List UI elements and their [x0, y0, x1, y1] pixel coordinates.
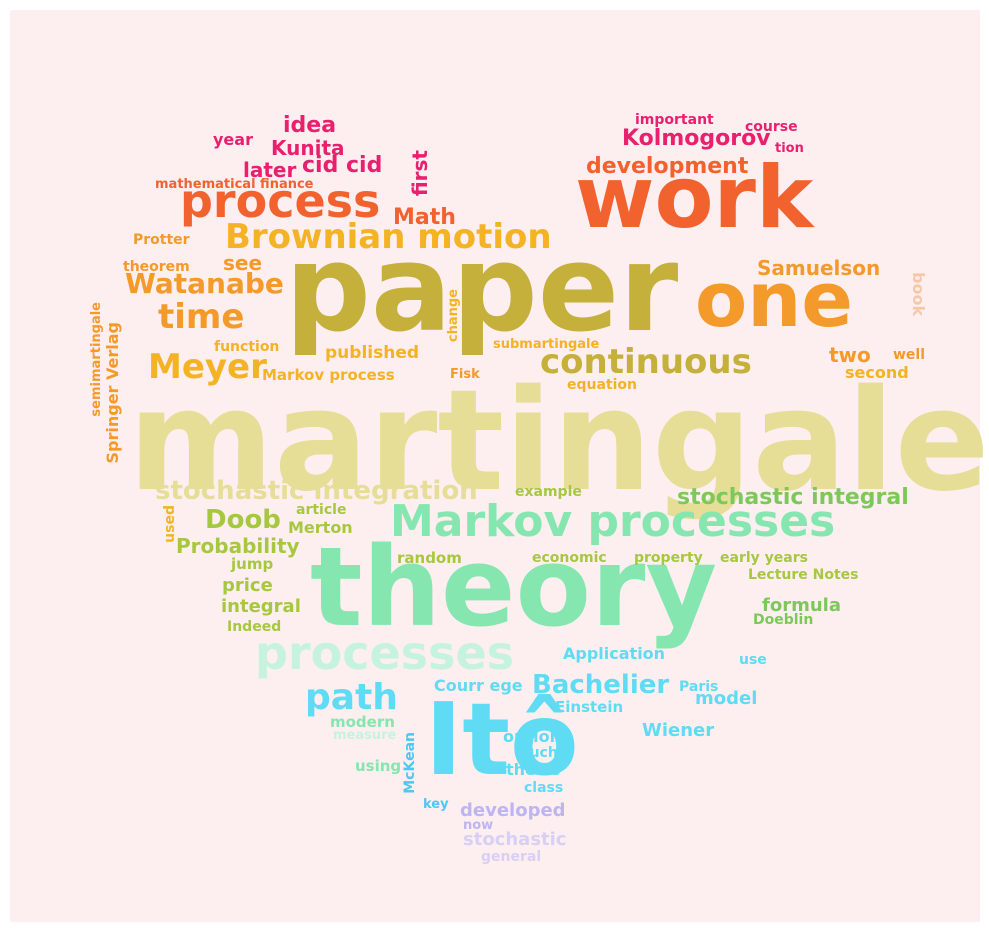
cloud-word-semimartingale: semimartingale — [89, 302, 104, 417]
cloud-word-article: article — [296, 502, 347, 518]
cloud-word-using: using — [355, 757, 402, 775]
cloud-word-two: two — [829, 343, 871, 367]
cloud-word-lecture-notes: Lecture Notes — [748, 567, 859, 583]
cloud-word-processes: processes — [255, 626, 515, 680]
cloud-word-path: path — [305, 677, 398, 718]
cloud-word-course: course — [745, 119, 798, 135]
cloud-word-cid-cid: cid cid — [302, 153, 383, 178]
cloud-word-math: Math — [393, 205, 456, 230]
cloud-word-theory: theory — [310, 523, 718, 651]
cloud-word-thesis: thesis — [506, 760, 561, 779]
cloud-word-year: year — [213, 130, 253, 149]
cloud-word-published: published — [325, 343, 420, 363]
cloud-word-mckean: McKean — [402, 732, 418, 794]
cloud-word-springer-verlag: Springer Verlag — [103, 322, 122, 464]
cloud-word-tion: tion — [775, 141, 804, 156]
cloud-word-developed: developed — [460, 800, 566, 821]
cloud-word-general: general — [481, 849, 542, 865]
cloud-word-economic: economic — [532, 550, 607, 566]
cloud-word-model: model — [695, 688, 758, 709]
cloud-word-merton: Merton — [288, 518, 353, 537]
cloud-word-application: Application — [563, 644, 666, 663]
cloud-word-now: now — [463, 818, 494, 833]
cloud-word-kolmogorov: Kolmogorov — [622, 126, 771, 151]
cloud-word-paris: Paris — [679, 679, 719, 695]
cloud-word-process: process — [180, 174, 381, 228]
cloud-word-measure: measure — [333, 728, 397, 743]
cloud-word-doob: Doob — [205, 505, 281, 535]
cloud-word-courr-ege: Courr ege — [434, 676, 523, 695]
cloud-word-second: second — [845, 363, 909, 382]
cloud-word-key: key — [423, 797, 449, 812]
cloud-word-integral: integral — [221, 596, 301, 617]
cloud-word-meyer: Meyer — [148, 347, 267, 387]
cloud-word-it-: Itô — [425, 681, 579, 798]
cloud-word-later: later — [243, 158, 297, 182]
cloud-word-idea: idea — [283, 113, 337, 138]
cloud-word-function: function — [214, 339, 280, 355]
cloud-word-markov-processes: Markov processes — [390, 496, 836, 547]
cloud-word-much: much — [515, 745, 558, 761]
cloud-word-stochastic: stochastic — [463, 829, 567, 850]
cloud-word-martingale: martingale — [128, 360, 989, 523]
cloud-word-property: property — [634, 550, 703, 566]
cloud-word-change: change — [446, 289, 461, 343]
cloud-word-stochastic-integration: stochastic integration — [155, 476, 478, 506]
cloud-word-option: option — [503, 727, 561, 746]
cloud-word-stochastic-integral: stochastic integral — [677, 485, 909, 510]
cloud-word-watanabe: Watanabe — [125, 267, 284, 300]
cloud-word-einstein: Einstein — [555, 698, 624, 716]
cloud-word-modern: modern — [330, 713, 395, 731]
cloud-word-class: class — [524, 780, 564, 796]
cloud-word-fisk: Fisk — [450, 367, 480, 382]
cloud-word-mathematical-finance: mathematical finance — [155, 177, 314, 192]
cloud-word-probability: Probability — [176, 534, 300, 558]
cloud-word-submartingale: submartingale — [493, 337, 600, 352]
cloud-word-development: development — [586, 154, 749, 179]
cloud-word-kunita: Kunita — [271, 136, 345, 160]
cloud-word-formula: formula — [762, 595, 841, 616]
cloud-word-early-years: early years — [720, 550, 808, 566]
word-cloud-canvas — [10, 10, 980, 922]
cloud-word-random: random — [397, 549, 462, 567]
cloud-word-work: work — [575, 148, 814, 248]
cloud-word-theorem: theorem — [123, 259, 190, 275]
cloud-word-book: book — [909, 272, 928, 317]
cloud-word-indeed: Indeed — [227, 619, 282, 635]
cloud-word-jump: jump — [231, 555, 274, 573]
cloud-word-important: important — [635, 112, 714, 128]
cloud-word-markov-process: Markov process — [262, 366, 395, 384]
cloud-word-time: time — [158, 297, 245, 337]
cloud-word-continuous: continuous — [540, 342, 752, 382]
cloud-word-first: first — [408, 150, 432, 197]
cloud-word-used: used — [162, 505, 178, 543]
cloud-word-protter: Protter — [133, 232, 190, 248]
cloud-word-brownian-motion: Brownian motion — [225, 217, 552, 257]
cloud-word-equation: equation — [567, 377, 638, 393]
cloud-word-well: well — [893, 347, 926, 363]
cloud-word-see: see — [223, 251, 263, 275]
cloud-word-wiener: Wiener — [642, 720, 715, 741]
cloud-word-doeblin: Doeblin — [753, 612, 814, 628]
cloud-word-example: example — [515, 484, 582, 500]
cloud-word-samuelson: Samuelson — [757, 256, 881, 280]
cloud-word-paper: paper — [285, 220, 679, 359]
cloud-word-one: one — [695, 255, 853, 344]
cloud-word-price: price — [222, 575, 273, 596]
cloud-word-use: use — [739, 652, 767, 668]
cloud-word-bachelier: Bachelier — [532, 670, 670, 700]
